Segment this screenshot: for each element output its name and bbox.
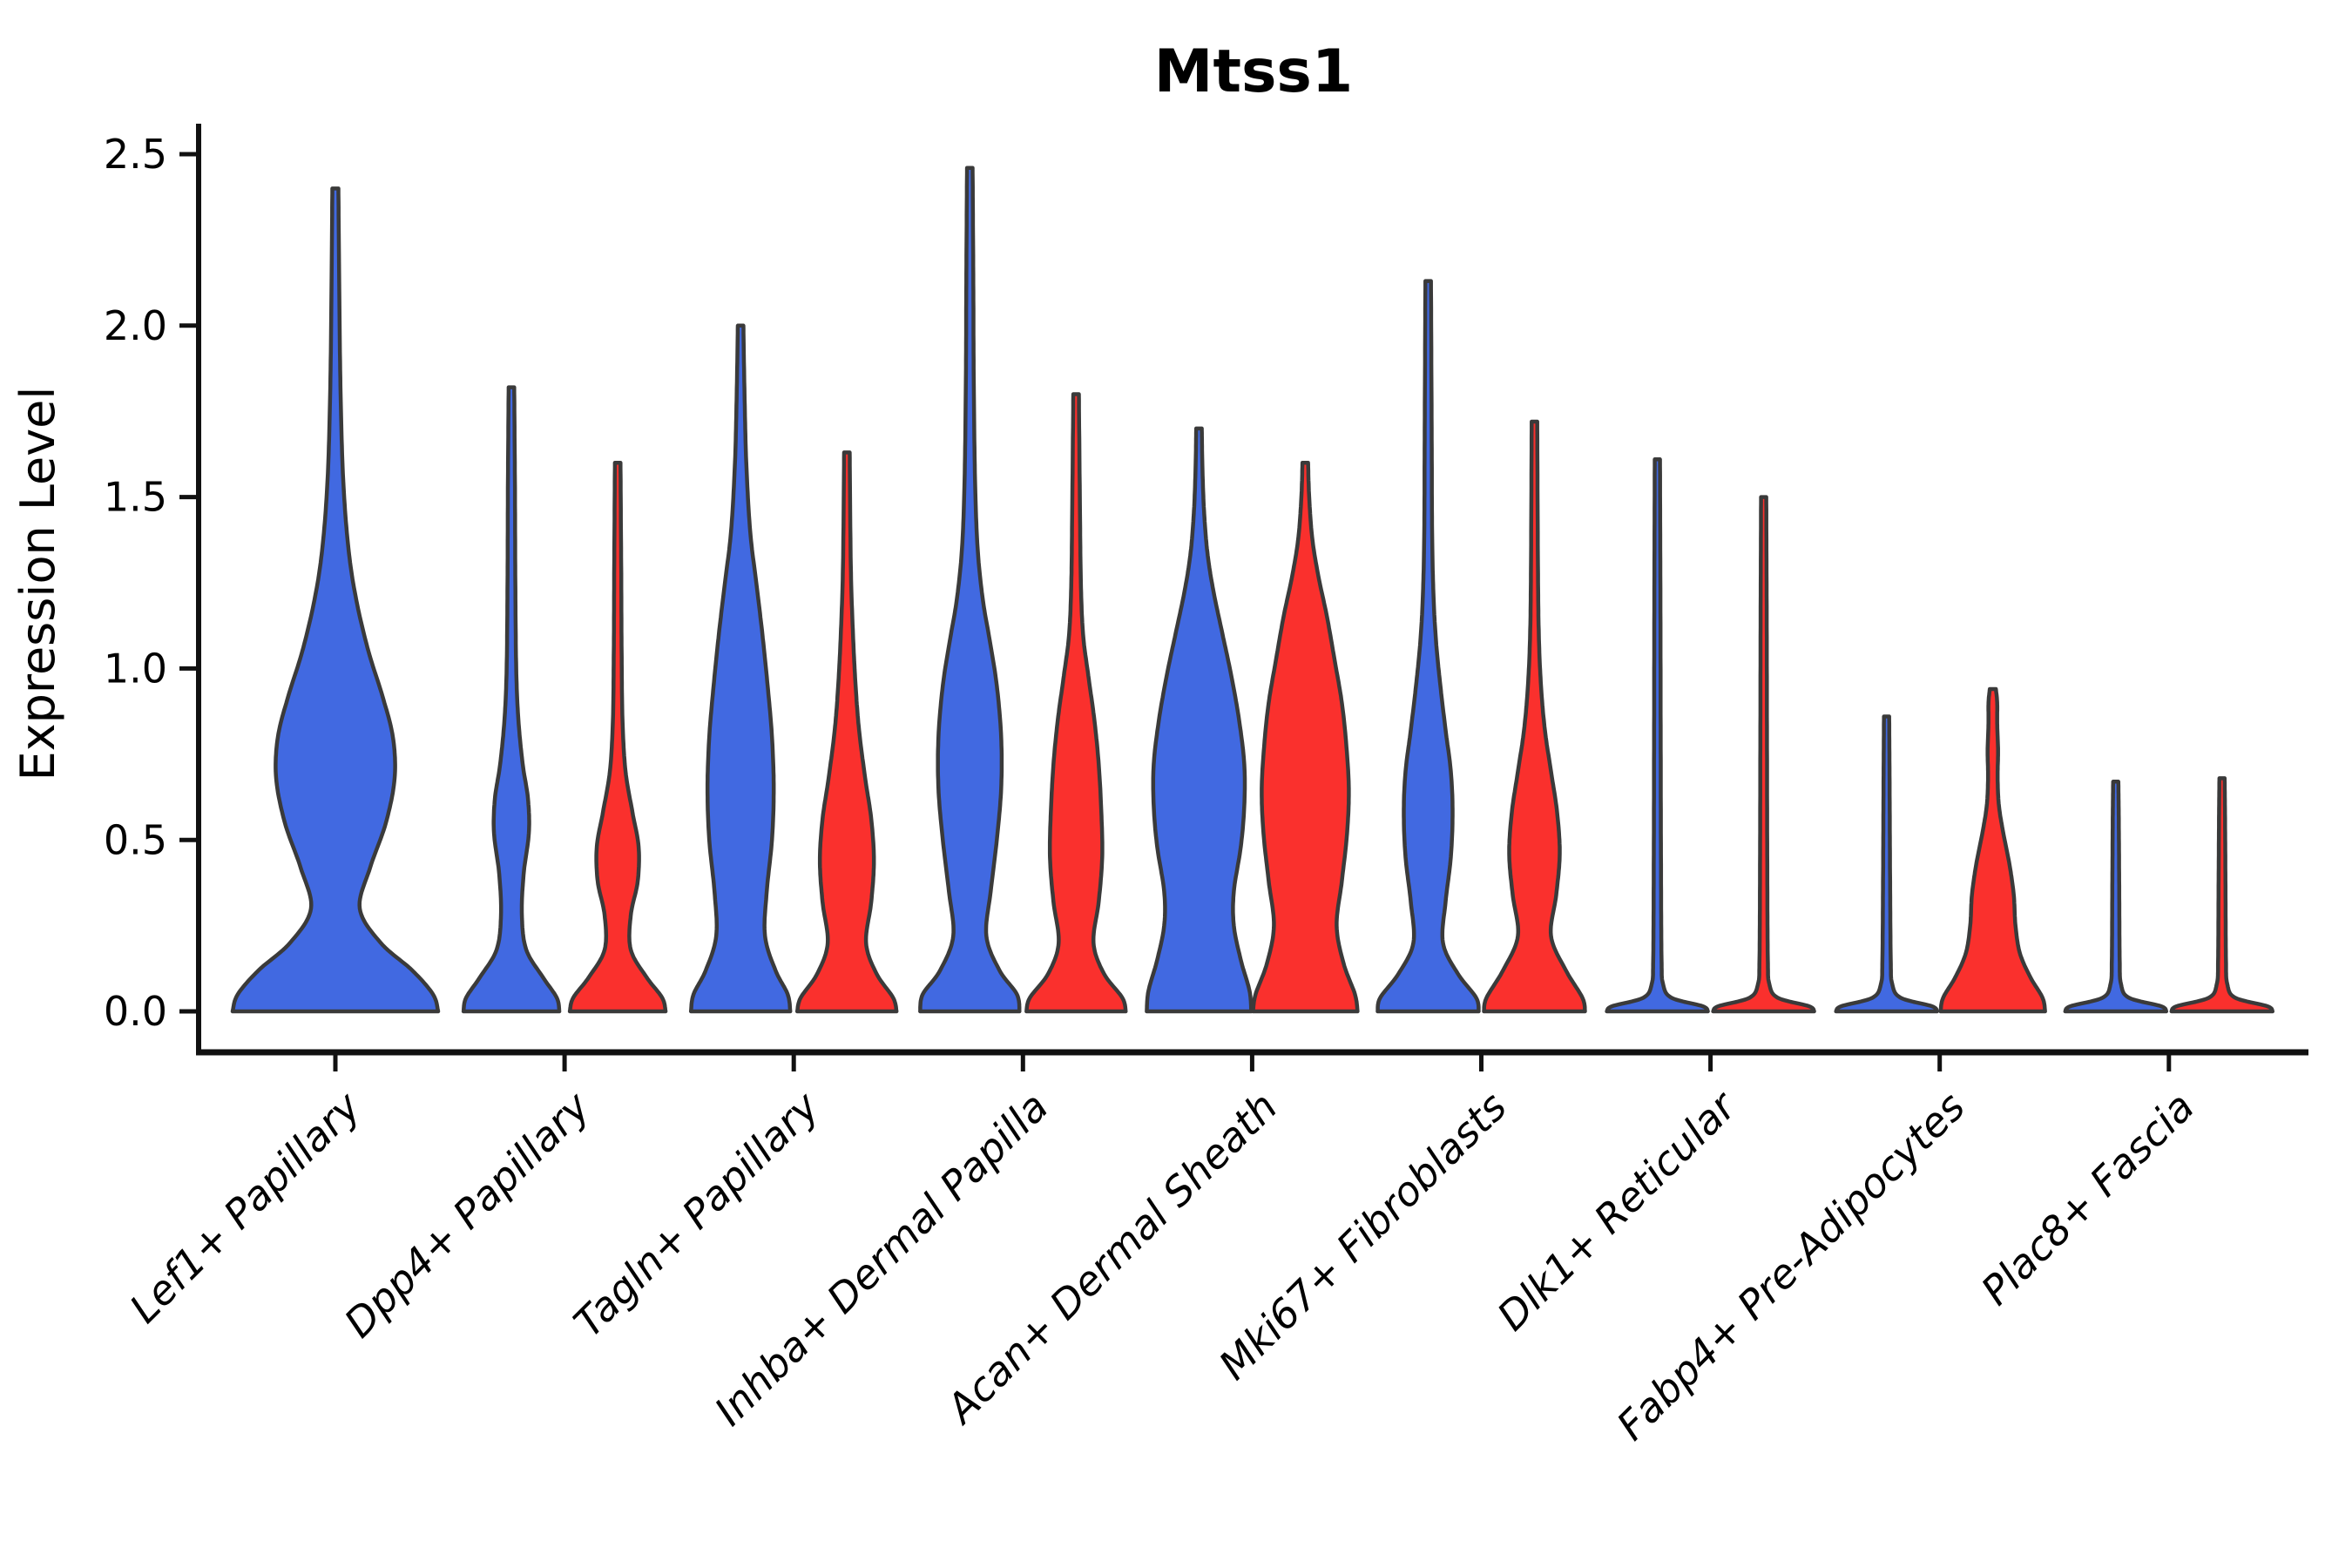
violin-plac8-fascia-blue	[2063, 780, 2169, 1014]
violin-lef1-papillary-blue	[230, 186, 441, 1014]
y-tick-label: 0.0	[104, 988, 167, 1035]
x-tick-label-tagln-papillary: Tagln+ Papillary	[564, 1083, 828, 1347]
plot-title: Mtss1	[1154, 37, 1353, 106]
x-tick-label-dlk1-reticular: Dlk1+ Reticular	[1488, 1081, 1747, 1340]
violin-dlk1-reticular-red	[1711, 495, 1816, 1014]
x-tick-label-plac8-fascia: Plac8+ Fascia	[1972, 1083, 2203, 1314]
y-tick-label: 1.0	[104, 645, 167, 693]
violin-inhba-dermal-papilla-red	[1024, 392, 1128, 1014]
violin-dpp4-papillary-red	[567, 460, 668, 1014]
violin-mki67-fibroblasts-blue	[1375, 279, 1481, 1014]
y-axis-ticks: 0.0 0.5 1.0 1.5 2.0 2.5	[104, 131, 199, 1035]
violin-acan-dermal-sheath-red	[1251, 460, 1360, 1014]
x-tick-label-dpp4-papillary: Dpp4+ Papillary	[335, 1083, 599, 1347]
y-tick-label: 2.5	[104, 131, 167, 178]
violin-plac8-fascia-red	[2169, 776, 2275, 1014]
y-axis-label: Expression Level	[10, 387, 65, 781]
violin-fabp4-pre-adipocytes-blue	[1834, 714, 1939, 1014]
x-tick-label-lef1-papillary: Lef1+ Papillary	[120, 1083, 369, 1332]
violin-acan-dermal-sheath-blue	[1145, 426, 1254, 1014]
violin-layer	[230, 166, 2275, 1014]
violin-mki67-fibroblasts-red	[1482, 419, 1587, 1014]
violin-fabp4-pre-adipocytes-red	[1938, 686, 2047, 1014]
violin-tagln-papillary-blue	[688, 323, 793, 1014]
y-tick-label: 2.0	[104, 302, 167, 349]
y-tick-label: 0.5	[104, 816, 167, 863]
violin-tagln-papillary-red	[794, 450, 899, 1014]
violin-inhba-dermal-papilla-blue	[918, 166, 1022, 1014]
y-tick-label: 1.5	[104, 474, 167, 521]
violin-dpp4-papillary-blue	[461, 385, 562, 1014]
violin-dlk1-reticular-blue	[1605, 457, 1710, 1014]
